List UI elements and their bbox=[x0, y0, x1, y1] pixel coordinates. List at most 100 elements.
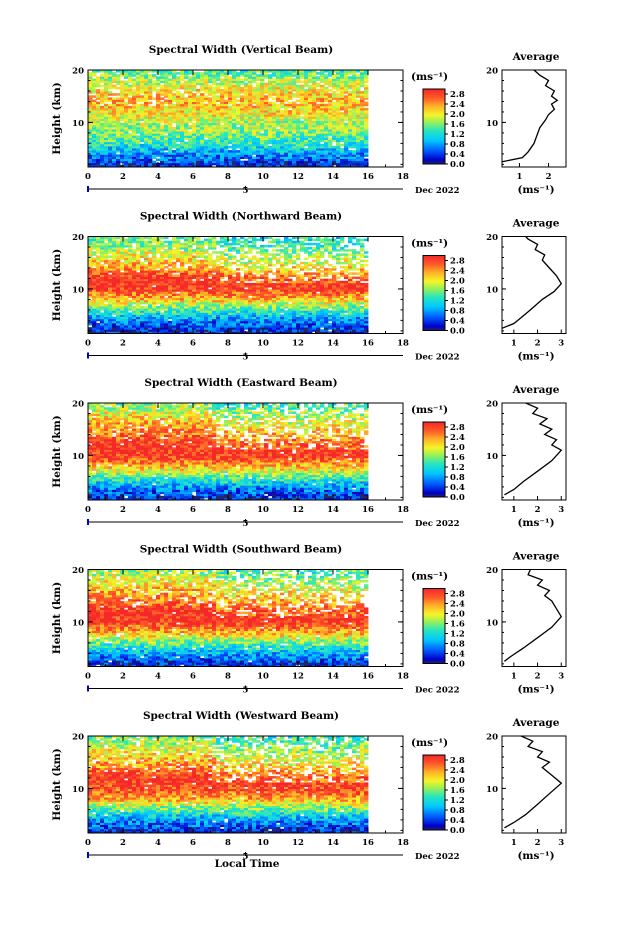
heatmap-cell bbox=[176, 162, 181, 166]
heatmap-cell bbox=[96, 162, 101, 166]
heatmap-cell bbox=[248, 150, 253, 153]
heatmap-cell bbox=[112, 148, 117, 151]
heatmap-cell bbox=[164, 297, 169, 301]
heatmap-cell bbox=[212, 131, 217, 134]
heatmap-cell bbox=[128, 156, 133, 159]
heatmap-cell bbox=[288, 145, 293, 149]
heatmap-cell bbox=[196, 158, 201, 162]
panel-2: Spectral Width (Northward Beam)0 2 4 6 8 10 12… bbox=[51, 211, 567, 363]
heatmap-cell bbox=[220, 139, 225, 143]
heatmap-cell bbox=[208, 141, 213, 145]
heatmap-cell bbox=[144, 154, 149, 157]
heatmap-cell bbox=[328, 154, 333, 157]
heatmap-cell bbox=[104, 303, 109, 307]
heatmap-cell bbox=[296, 150, 301, 153]
heatmap-cell bbox=[356, 160, 361, 164]
heatmap-cell bbox=[108, 103, 113, 107]
heatmap-cell bbox=[312, 139, 317, 143]
heatmap-cell bbox=[100, 88, 105, 92]
heatmap-cell bbox=[292, 78, 297, 81]
heatmap-cell bbox=[304, 88, 309, 92]
heatmap-cell bbox=[92, 145, 97, 149]
heatmap-cell bbox=[184, 131, 189, 134]
heatmap-cell bbox=[364, 150, 369, 153]
heatmap-cell bbox=[348, 143, 353, 147]
heatmap-cell bbox=[300, 160, 305, 164]
heatmap-cell bbox=[96, 154, 101, 157]
heatmap-cell bbox=[168, 148, 173, 151]
heatmap-cell bbox=[264, 133, 269, 136]
heatmap-cell bbox=[244, 152, 249, 155]
heatmap-cell bbox=[136, 103, 141, 107]
heatmap-cell bbox=[124, 162, 129, 166]
heatmap-cell bbox=[288, 154, 293, 157]
heatmap-cell bbox=[340, 154, 345, 157]
heatmap-cell bbox=[128, 162, 133, 166]
heatmap-cell bbox=[216, 129, 221, 132]
heatmap-cell bbox=[244, 133, 249, 136]
heatmap-cell bbox=[116, 160, 121, 164]
heatmap-cell bbox=[288, 150, 293, 153]
heatmap-cell bbox=[328, 164, 333, 168]
colorbar-tick-label: 2.8 bbox=[450, 90, 465, 100]
heatmap-cell bbox=[276, 152, 281, 155]
heatmap-cell bbox=[240, 95, 245, 98]
heatmap-cell bbox=[240, 154, 245, 157]
heatmap-cell bbox=[288, 135, 293, 138]
heatmap-cell bbox=[144, 156, 149, 159]
heatmap-cell bbox=[216, 133, 221, 136]
heatmap-cell bbox=[232, 143, 237, 147]
heatmap-cell bbox=[244, 150, 249, 153]
heatmap-cell bbox=[272, 97, 277, 100]
heatmap-cell bbox=[152, 129, 157, 132]
heatmap-cell bbox=[244, 131, 249, 134]
heatmap-cell bbox=[276, 145, 281, 149]
heatmap-cell bbox=[88, 150, 93, 153]
heatmap-cell bbox=[160, 156, 165, 159]
heatmap-cell bbox=[344, 314, 349, 318]
heatmap-cell bbox=[124, 101, 129, 105]
heatmap-cell bbox=[304, 160, 309, 164]
heatmap-cell bbox=[336, 160, 341, 164]
heatmap-cell bbox=[344, 133, 349, 136]
heatmap-cell bbox=[116, 137, 121, 140]
heatmap-cell bbox=[292, 156, 297, 159]
heatmap-cell bbox=[188, 133, 193, 136]
heatmap-cell bbox=[348, 141, 353, 145]
heatmap-cell bbox=[204, 145, 209, 149]
heatmap-cell bbox=[272, 152, 277, 155]
heatmap-cell bbox=[264, 82, 269, 86]
heatmap-cell bbox=[224, 131, 229, 134]
heatmap-cell bbox=[268, 158, 273, 162]
heatmap-cell bbox=[328, 162, 333, 166]
heatmap-cell bbox=[364, 143, 369, 147]
heatmap-cell bbox=[216, 154, 221, 157]
heatmap-cell bbox=[104, 129, 109, 132]
heatmap-cell bbox=[96, 129, 101, 132]
heatmap-cell bbox=[120, 160, 125, 164]
heatmap-cell bbox=[288, 152, 293, 155]
heatmap-cell bbox=[184, 80, 189, 84]
heatmap-cell bbox=[272, 282, 277, 286]
heatmap-cell bbox=[336, 129, 341, 132]
heatmap-cell bbox=[104, 131, 109, 134]
colorbar-tick-label: 2.0 bbox=[450, 110, 465, 120]
heatmap-cell bbox=[240, 148, 245, 151]
heatmap-cell bbox=[148, 156, 153, 159]
heatmap-cell bbox=[312, 131, 317, 134]
heatmap-cell bbox=[316, 152, 321, 155]
panel-title: Spectral Width (Northward Beam) bbox=[140, 211, 342, 223]
heatmap-cell bbox=[100, 131, 105, 134]
heatmap-cell bbox=[304, 131, 309, 134]
heatmap-cell bbox=[184, 135, 189, 138]
heatmap-cell bbox=[256, 160, 261, 164]
heatmap-cell bbox=[220, 137, 225, 140]
heatmap-cell bbox=[312, 141, 317, 145]
heatmap-cell bbox=[356, 133, 361, 136]
heatmap-cell bbox=[288, 110, 293, 113]
heatmap-cell bbox=[244, 129, 249, 132]
heatmap-cell bbox=[116, 74, 121, 77]
heatmap-cell bbox=[220, 164, 225, 168]
heatmap-cell bbox=[108, 133, 113, 136]
y-axis-label: Height (km) bbox=[51, 82, 63, 154]
